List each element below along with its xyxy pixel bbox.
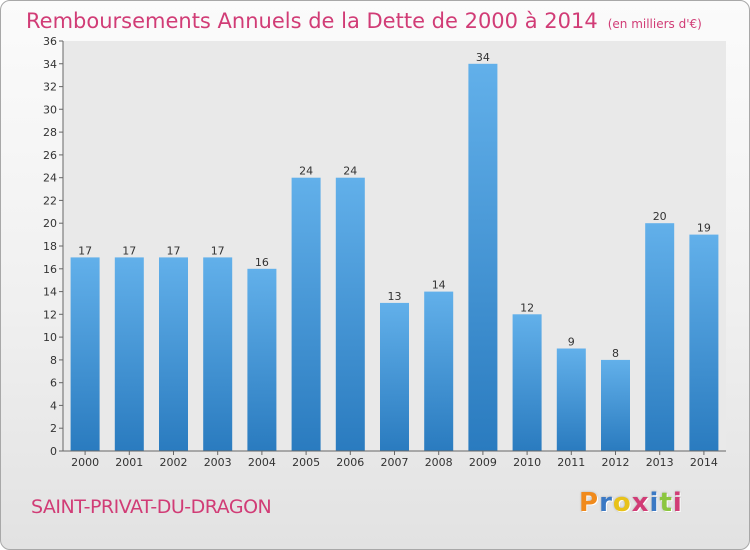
data-label-2005: 24 bbox=[299, 165, 313, 178]
bar-2008 bbox=[424, 291, 454, 451]
data-label-2013: 20 bbox=[653, 210, 667, 223]
x-tick-label-2003: 2003 bbox=[204, 456, 232, 469]
bar-2000 bbox=[70, 257, 100, 451]
y-tick-label-34: 34 bbox=[43, 58, 57, 71]
x-tick-label-2005: 2005 bbox=[292, 456, 320, 469]
x-tick-label-2012: 2012 bbox=[602, 456, 630, 469]
data-label-2007: 13 bbox=[388, 290, 402, 303]
y-tick-label-26: 26 bbox=[43, 149, 57, 162]
chart-title: Remboursements Annuels de la Dette de 20… bbox=[26, 9, 702, 33]
x-tick-label-2008: 2008 bbox=[425, 456, 453, 469]
x-tick-label-2014: 2014 bbox=[690, 456, 718, 469]
y-tick-label-2: 2 bbox=[50, 422, 57, 435]
x-tick-label-2001: 2001 bbox=[115, 456, 143, 469]
bar-2001 bbox=[114, 257, 144, 451]
data-label-2009: 34 bbox=[476, 51, 490, 64]
data-label-2006: 24 bbox=[343, 165, 357, 178]
bar-2007 bbox=[380, 302, 409, 451]
y-tick-label-0: 0 bbox=[50, 445, 57, 458]
y-tick-label-36: 36 bbox=[43, 35, 57, 48]
x-tick-label-2006: 2006 bbox=[336, 456, 364, 469]
y-tick-label-14: 14 bbox=[43, 286, 57, 299]
x-tick-label-2000: 2000 bbox=[71, 456, 99, 469]
data-label-2014: 19 bbox=[697, 222, 711, 235]
bar-2006 bbox=[335, 177, 365, 451]
y-tick-label-20: 20 bbox=[43, 217, 57, 230]
data-label-2002: 17 bbox=[167, 244, 181, 257]
data-label-2001: 17 bbox=[122, 244, 136, 257]
x-tick-label-2007: 2007 bbox=[381, 456, 409, 469]
data-label-2004: 16 bbox=[255, 256, 269, 269]
x-tick-label-2009: 2009 bbox=[469, 456, 497, 469]
commune-name: SAINT-PRIVAT-DU-DRAGON bbox=[31, 496, 272, 518]
bar-2010 bbox=[512, 314, 542, 451]
data-label-2012: 8 bbox=[612, 347, 619, 360]
bar-2013 bbox=[645, 223, 675, 451]
bar-2011 bbox=[556, 348, 586, 451]
bar-2004 bbox=[247, 268, 277, 451]
x-tick-label-2013: 2013 bbox=[646, 456, 674, 469]
bar-2002 bbox=[159, 257, 188, 451]
data-label-2000: 17 bbox=[78, 244, 92, 257]
data-label-2003: 17 bbox=[211, 244, 225, 257]
y-tick-label-16: 16 bbox=[43, 263, 57, 276]
bar-2012 bbox=[601, 359, 630, 451]
x-tick-label-2002: 2002 bbox=[160, 456, 188, 469]
data-label-2010: 12 bbox=[520, 301, 534, 314]
x-tick-label-2010: 2010 bbox=[513, 456, 541, 469]
y-tick-label-28: 28 bbox=[43, 126, 57, 139]
bar-2009 bbox=[468, 63, 498, 452]
title-text: Remboursements Annuels de la Dette de 20… bbox=[26, 9, 598, 33]
y-tick-label-18: 18 bbox=[43, 240, 57, 253]
y-tick-label-22: 22 bbox=[43, 194, 57, 207]
bar-2014 bbox=[689, 234, 719, 451]
y-tick-label-6: 6 bbox=[50, 377, 57, 390]
y-tick-label-12: 12 bbox=[43, 308, 57, 321]
y-tick-label-24: 24 bbox=[43, 172, 57, 185]
bar-2005 bbox=[291, 177, 321, 451]
bar-2003 bbox=[203, 257, 233, 451]
proxiti-logo: Proxiti bbox=[579, 488, 683, 518]
data-label-2011: 9 bbox=[568, 336, 575, 349]
data-label-2008: 14 bbox=[432, 279, 446, 292]
y-tick-label-10: 10 bbox=[43, 331, 57, 344]
unit-text: (en milliers d'€) bbox=[607, 17, 702, 31]
x-tick-label-2004: 2004 bbox=[248, 456, 276, 469]
x-tick-label-2011: 2011 bbox=[557, 456, 585, 469]
y-tick-label-30: 30 bbox=[43, 103, 57, 116]
y-tick-label-4: 4 bbox=[50, 399, 57, 412]
y-tick-label-8: 8 bbox=[50, 354, 57, 367]
y-tick-label-32: 32 bbox=[43, 81, 57, 94]
